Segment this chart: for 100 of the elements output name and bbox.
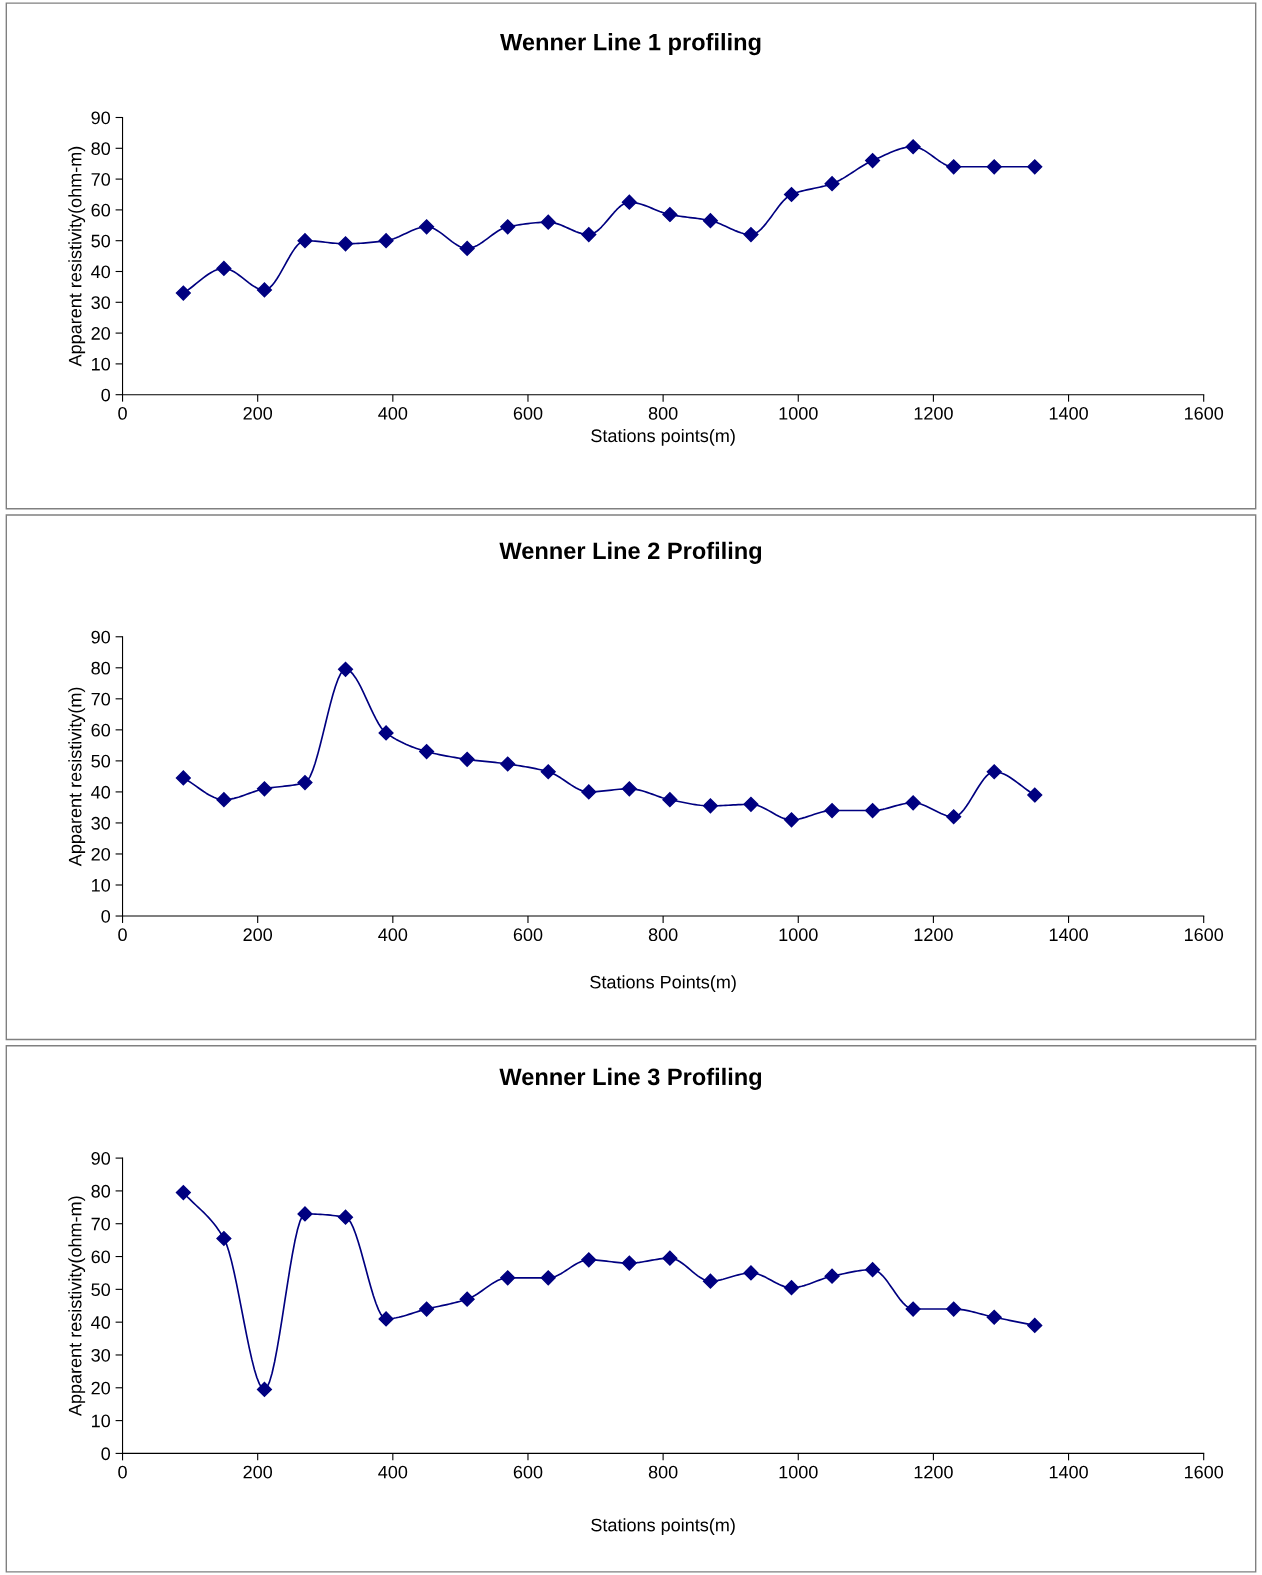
point [783,812,800,828]
point [459,240,475,256]
point [986,764,1002,780]
x-tick-label: 600 [513,928,543,942]
point [337,236,354,252]
y-tick-label: 0 [101,1447,111,1461]
x-tick-label: 800 [648,406,678,420]
point [378,725,394,741]
y-tick-label: 20 [91,847,111,861]
x-tick-label: 400 [378,1465,408,1479]
point [419,219,435,235]
y-tick-label: 60 [91,723,111,737]
x-tick-label: 800 [648,1465,678,1479]
point [743,1265,759,1281]
y-tick-label: 30 [91,1348,111,1362]
y-axis-title: Apparent resistivity(ohm-m) [68,1196,86,1417]
y-axis-title: Apparent resistivity(m) [68,687,86,867]
chart-title: Wenner Line 1 profiling [500,33,761,56]
y-tick-label: 40 [91,785,111,799]
x-tick-label: 600 [513,1465,543,1479]
y-tick-label: 0 [101,909,111,923]
y-tick-label: 50 [91,1283,111,1297]
x-tick-label: 0 [118,928,127,942]
point [540,764,556,780]
y-tick-label: 10 [92,357,111,371]
point [865,153,881,169]
point [946,159,962,175]
x-tick-label: 1200 [914,1465,953,1479]
point [175,770,191,786]
point [500,1270,516,1286]
point [865,1262,881,1278]
x-tick-label: 1000 [779,406,818,420]
x-tick-label: 1000 [779,928,818,942]
x-tick-label: 1200 [914,928,953,942]
point [824,1268,840,1284]
x-tick-label: 1600 [1184,928,1224,942]
point [256,282,273,298]
x-tick-label: 1400 [1049,406,1088,420]
y-tick-label: 90 [91,1152,111,1165]
x-axis-title: Stations points(m) [591,428,735,446]
y-tick-label: 70 [91,692,111,706]
point [865,802,881,819]
x-tick-label: 200 [243,1465,273,1479]
x-tick-label: 200 [243,928,273,942]
chart-title: Wenner Line 3 Profiling [499,1067,762,1090]
y-tick-label: 50 [91,754,111,768]
x-tick-label: 1400 [1049,928,1088,942]
point [297,1206,313,1222]
x-tick-label: 800 [648,928,678,942]
point [581,1252,597,1268]
y-tick-label: 20 [91,327,111,340]
point [175,285,191,301]
y-tick-label: 80 [91,1184,111,1198]
y-tick-label: 60 [91,203,111,217]
point [337,1209,354,1225]
point [378,233,394,249]
point [986,159,1002,175]
point [824,176,840,192]
point [662,1250,678,1266]
point [500,756,516,772]
point [297,775,313,791]
point [216,792,232,808]
y-tick-label: 20 [91,1381,111,1395]
y-tick-label: 60 [91,1250,111,1264]
x-tick-label: 1200 [914,406,953,420]
x-tick-label: 0 [118,1465,127,1479]
y-tick-label: 90 [91,630,111,644]
point [824,802,840,819]
point [378,1311,394,1327]
y-tick-label: 10 [92,1414,111,1428]
point [905,795,921,811]
point [946,1301,962,1317]
point [702,1273,718,1289]
y-tick-label: 30 [91,296,111,310]
y-tick-label: 50 [91,234,111,248]
point [297,233,313,249]
y-tick-label: 80 [91,142,111,156]
point [1027,1317,1043,1334]
point [662,792,678,808]
y-tick-label: 30 [91,816,111,830]
point [256,781,273,797]
point [216,260,232,276]
point [743,226,759,243]
y-tick-label: 80 [91,661,111,675]
point [1027,787,1043,803]
point [175,1184,191,1201]
point [581,784,597,800]
point [337,661,354,677]
x-axis-title: Stations points(m) [591,1518,735,1535]
chart-title: Wenner Line 2 Profiling [499,541,762,564]
point [702,213,718,229]
point [743,796,759,812]
point [459,1291,475,1307]
point [216,1230,232,1247]
point [540,214,556,230]
y-tick-label: 40 [91,265,111,279]
point [621,781,637,797]
point [621,194,637,210]
point [419,1301,435,1317]
x-tick-label: 1000 [779,1465,818,1479]
